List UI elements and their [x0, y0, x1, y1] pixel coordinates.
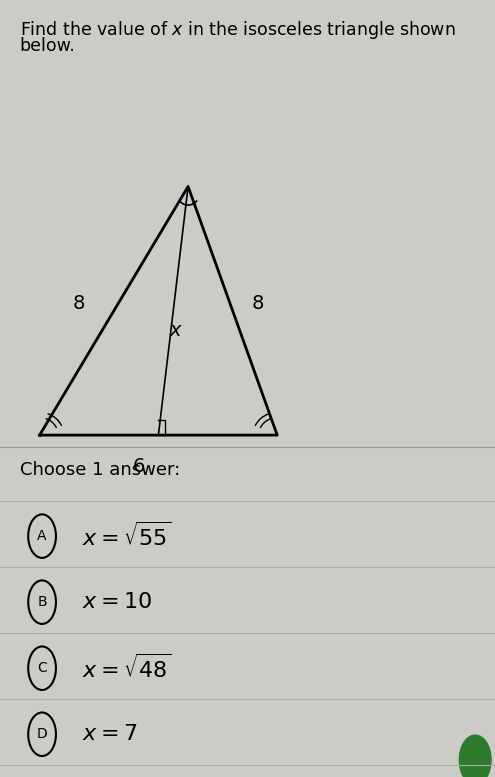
- Circle shape: [459, 735, 491, 777]
- Text: B: B: [37, 595, 47, 609]
- Text: A: A: [37, 529, 47, 543]
- Text: $x = \sqrt{55}$: $x = \sqrt{55}$: [82, 522, 171, 550]
- Text: $x = 10$: $x = 10$: [82, 592, 151, 612]
- Text: 6: 6: [133, 457, 145, 476]
- Text: $x = \sqrt{48}$: $x = \sqrt{48}$: [82, 654, 171, 682]
- Text: below.: below.: [20, 37, 76, 55]
- Text: C: C: [37, 661, 47, 675]
- Text: 8: 8: [73, 294, 86, 312]
- Text: Choose 1 answer:: Choose 1 answer:: [20, 461, 180, 479]
- Text: D: D: [37, 727, 48, 741]
- Text: $x$: $x$: [169, 321, 183, 340]
- Text: Find the value of $x$ in the isosceles triangle shown: Find the value of $x$ in the isosceles t…: [20, 19, 455, 41]
- Text: $x = 7$: $x = 7$: [82, 724, 137, 744]
- Text: 8: 8: [251, 294, 264, 312]
